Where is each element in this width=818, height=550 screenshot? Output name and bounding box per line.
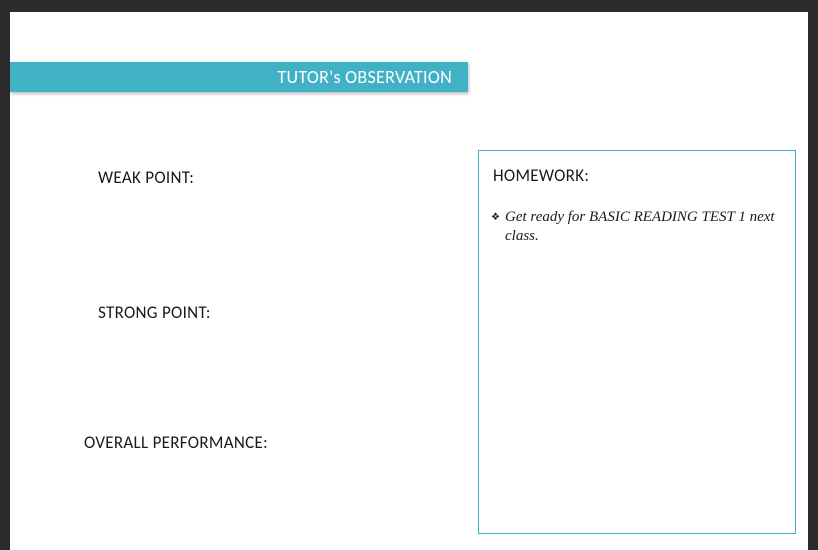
diamond-bullet-icon: ❖ — [491, 212, 500, 225]
homework-item: ❖ Get ready for BASIC READING TEST 1 nex… — [493, 208, 783, 246]
homework-item-text: Get ready for BASIC READING TEST 1 next … — [505, 209, 775, 244]
title-bar: TUTOR's OBSERVATION — [10, 62, 468, 92]
document-page: TUTOR's OBSERVATION WEAK POINT: STRONG P… — [10, 12, 808, 550]
homework-box: HOMEWORK: ❖ Get ready for BASIC READING … — [478, 150, 796, 534]
homework-title: HOMEWORK: — [493, 165, 783, 186]
overall-performance-label: OVERALL PERFORMANCE: — [84, 432, 268, 453]
strong-point-label: STRONG POINT: — [98, 302, 211, 323]
weak-point-label: WEAK POINT: — [98, 167, 194, 188]
